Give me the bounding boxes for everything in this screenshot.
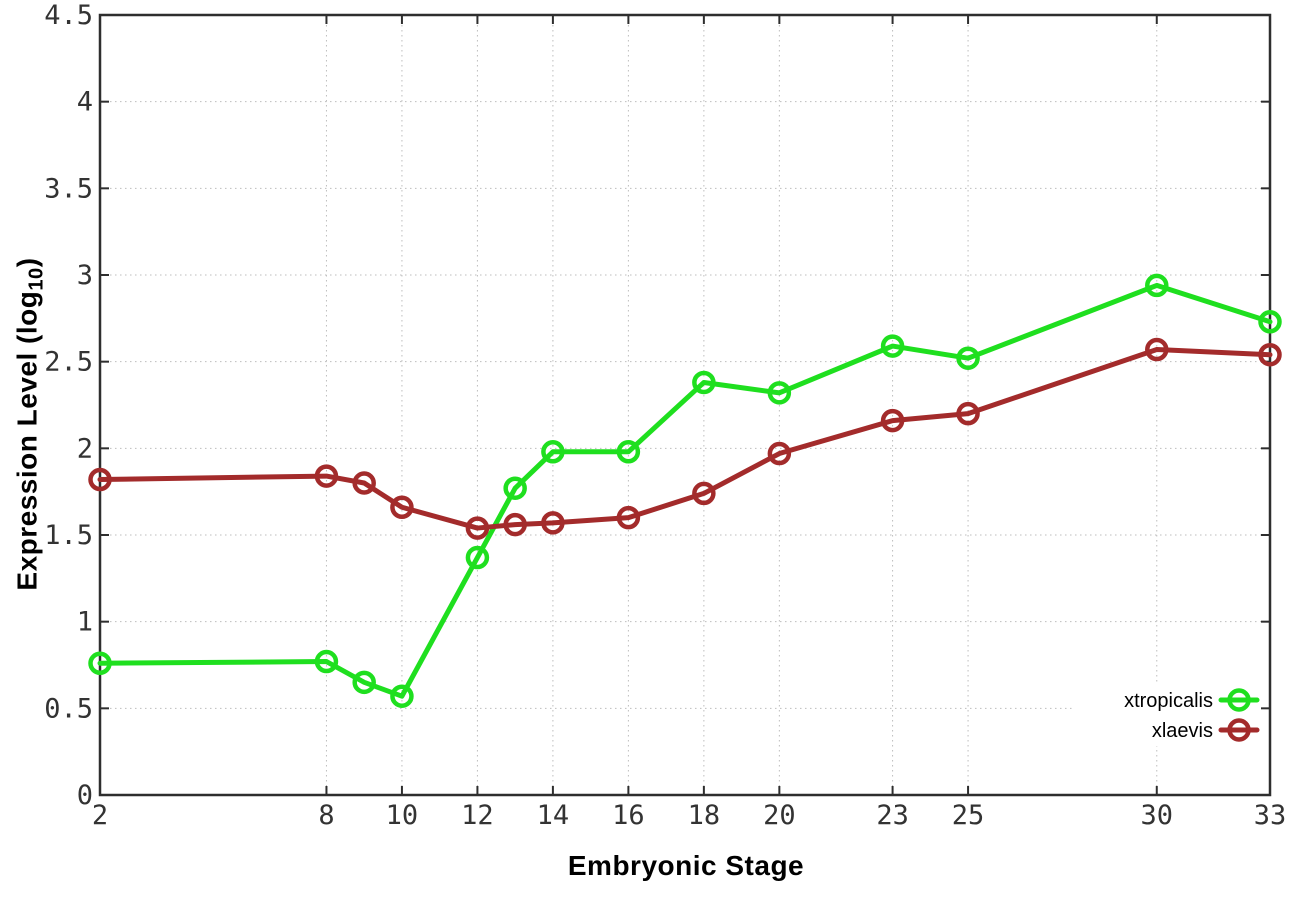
data-point-xlaevis bbox=[541, 511, 565, 535]
data-point-xlaevis bbox=[1145, 337, 1169, 362]
x-tick-label: 10 bbox=[386, 800, 419, 831]
data-point-xlaevis bbox=[616, 505, 641, 530]
data-point-xtropicalis bbox=[88, 651, 112, 676]
x-tick-label: 30 bbox=[1141, 800, 1174, 831]
legend-label-xtropicalis: xtropicalis bbox=[1124, 690, 1213, 712]
y-tick-label: 3 bbox=[77, 260, 93, 291]
y-axis-title-suffix: ) bbox=[11, 257, 43, 268]
y-axis-title-text: Expression Level (log bbox=[11, 290, 43, 591]
legend-label-xlaevis: xlaevis bbox=[1152, 720, 1213, 742]
y-tick-label: 3.5 bbox=[44, 173, 93, 204]
data-point-xlaevis bbox=[88, 467, 112, 492]
data-point-xlaevis bbox=[503, 512, 527, 537]
y-axis-title-subscript: 10 bbox=[25, 267, 48, 291]
x-tick-label: 18 bbox=[688, 800, 721, 831]
y-tick-label: 2.5 bbox=[44, 347, 93, 378]
y-axis-title: Expression Level (log10) bbox=[12, 257, 49, 590]
series-line-xtropicalis bbox=[97, 282, 1273, 699]
x-tick-label: 16 bbox=[612, 800, 645, 831]
data-point-xlaevis bbox=[767, 441, 792, 466]
x-tick-label: 14 bbox=[537, 800, 570, 831]
y-tick-label: 1.5 bbox=[44, 520, 93, 551]
x-tick-label: 23 bbox=[876, 800, 909, 831]
data-point-xtropicalis bbox=[503, 476, 527, 500]
x-tick-label: 25 bbox=[952, 800, 985, 831]
x-tick-label: 8 bbox=[318, 800, 334, 831]
data-point-xtropicalis bbox=[352, 670, 376, 695]
y-tick-label: 1 bbox=[77, 607, 93, 638]
data-point-xlaevis bbox=[1258, 342, 1282, 367]
x-tick-label: 12 bbox=[461, 800, 494, 831]
data-point-xtropicalis bbox=[1145, 273, 1169, 298]
plot-border bbox=[98, 13, 1272, 797]
data-point-xtropicalis bbox=[390, 684, 414, 708]
data-point-xlaevis bbox=[390, 495, 414, 520]
data-point-xlaevis bbox=[880, 408, 905, 433]
data-series bbox=[88, 273, 1282, 708]
data-point-xtropicalis bbox=[314, 649, 339, 674]
data-point-xlaevis bbox=[465, 516, 490, 540]
data-point-xlaevis bbox=[314, 464, 339, 488]
y-tick-label: 4 bbox=[77, 87, 93, 118]
tick-labels: 2 8 10 12 14 16 18 20 23 25 30 33 0 0.5 1 1.5 2 2.5 3 3.5 4 4… bbox=[44, 0, 1286, 831]
gridlines bbox=[99, 14, 1271, 796]
data-point-xtropicalis bbox=[616, 440, 641, 464]
data-point-xtropicalis bbox=[956, 346, 980, 370]
x-tick-label: 33 bbox=[1254, 800, 1287, 831]
y-tick-label: 4.5 bbox=[44, 0, 93, 31]
series-line-xlaevis bbox=[97, 347, 1273, 531]
x-axis-title: Embryonic Stage bbox=[567, 850, 805, 881]
y-tick-label: 2 bbox=[77, 433, 93, 464]
x-tick-label: 2 bbox=[92, 800, 108, 831]
data-point-xlaevis bbox=[692, 481, 716, 506]
data-point-xtropicalis bbox=[1258, 310, 1282, 334]
data-point-xtropicalis bbox=[767, 381, 792, 405]
data-point-xtropicalis bbox=[880, 334, 905, 358]
data-point-xlaevis bbox=[352, 471, 376, 495]
legend: xtropicalis xlaevis bbox=[1124, 688, 1260, 742]
data-point-xlaevis bbox=[956, 401, 980, 426]
legend-sample-marker-xlaevis bbox=[1227, 718, 1251, 742]
data-point-xtropicalis bbox=[465, 545, 490, 570]
legend-sample-marker-xtropicalis bbox=[1227, 688, 1251, 712]
x-tick-label: 20 bbox=[763, 800, 796, 831]
y-tick-label: 0.5 bbox=[44, 693, 93, 724]
data-point-xtropicalis bbox=[692, 370, 716, 395]
axes-and-ticks bbox=[98, 13, 1272, 797]
y-tick-label: 0 bbox=[77, 780, 93, 811]
data-point-xtropicalis bbox=[541, 440, 565, 464]
